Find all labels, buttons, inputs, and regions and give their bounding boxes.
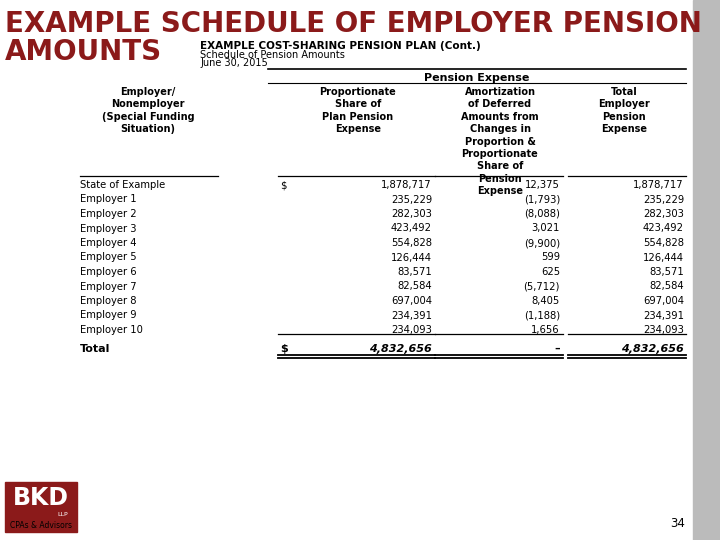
Text: 697,004: 697,004 xyxy=(643,296,684,306)
Text: 1,656: 1,656 xyxy=(531,325,560,335)
Text: June 30, 2015: June 30, 2015 xyxy=(200,58,268,68)
Text: 625: 625 xyxy=(541,267,560,277)
Text: 235,229: 235,229 xyxy=(391,194,432,205)
Text: Employer 2: Employer 2 xyxy=(80,209,137,219)
Text: 234,391: 234,391 xyxy=(391,310,432,321)
Text: 3,021: 3,021 xyxy=(531,224,560,233)
Text: 82,584: 82,584 xyxy=(397,281,432,292)
Text: 282,303: 282,303 xyxy=(391,209,432,219)
Text: BKD: BKD xyxy=(13,486,69,510)
Text: (5,712): (5,712) xyxy=(523,281,560,292)
Text: 82,584: 82,584 xyxy=(649,281,684,292)
Text: $: $ xyxy=(280,344,288,354)
Text: 554,828: 554,828 xyxy=(391,238,432,248)
Text: 554,828: 554,828 xyxy=(643,238,684,248)
Text: 12,375: 12,375 xyxy=(525,180,560,190)
Text: Employer 6: Employer 6 xyxy=(80,267,137,277)
Text: 83,571: 83,571 xyxy=(649,267,684,277)
Text: Employer 10: Employer 10 xyxy=(80,325,143,335)
Text: 599: 599 xyxy=(541,253,560,262)
Text: 126,444: 126,444 xyxy=(643,253,684,262)
Text: Total
Employer
Pension
Expense: Total Employer Pension Expense xyxy=(598,87,650,134)
Text: –: – xyxy=(554,344,560,354)
Text: 34: 34 xyxy=(670,517,685,530)
Text: 234,391: 234,391 xyxy=(643,310,684,321)
Text: LLP: LLP xyxy=(58,512,68,517)
Text: 1,878,717: 1,878,717 xyxy=(382,180,432,190)
Text: EXAMPLE SCHEDULE OF EMPLOYER PENSION: EXAMPLE SCHEDULE OF EMPLOYER PENSION xyxy=(5,10,702,38)
Text: Schedule of Pension Amounts: Schedule of Pension Amounts xyxy=(200,50,345,60)
Text: 423,492: 423,492 xyxy=(391,224,432,233)
Text: (1,188): (1,188) xyxy=(524,310,560,321)
Text: 234,093: 234,093 xyxy=(643,325,684,335)
Text: 1,878,717: 1,878,717 xyxy=(634,180,684,190)
Text: 126,444: 126,444 xyxy=(391,253,432,262)
Text: 8,405: 8,405 xyxy=(532,296,560,306)
Text: (9,900): (9,900) xyxy=(524,238,560,248)
Text: 697,004: 697,004 xyxy=(391,296,432,306)
Text: Proportionate
Share of
Plan Pension
Expense: Proportionate Share of Plan Pension Expe… xyxy=(320,87,397,134)
Text: 235,229: 235,229 xyxy=(643,194,684,205)
Text: Pension Expense: Pension Expense xyxy=(424,73,530,83)
Text: Total: Total xyxy=(80,344,110,354)
Text: 234,093: 234,093 xyxy=(391,325,432,335)
Text: 4,832,656: 4,832,656 xyxy=(369,344,432,354)
Text: Employer 9: Employer 9 xyxy=(80,310,137,321)
Text: CPAs & Advisors: CPAs & Advisors xyxy=(10,522,72,530)
Text: Employer 3: Employer 3 xyxy=(80,224,137,233)
Text: $: $ xyxy=(280,180,287,190)
Text: Amortization
of Deferred
Amounts from
Changes in
Proportion &
Proportionate
Shar: Amortization of Deferred Amounts from Ch… xyxy=(462,87,539,196)
Text: Employer 8: Employer 8 xyxy=(80,296,137,306)
Text: Employer 4: Employer 4 xyxy=(80,238,137,248)
Text: 423,492: 423,492 xyxy=(643,224,684,233)
Text: Employer/
Nonemployer
(Special Funding
Situation): Employer/ Nonemployer (Special Funding S… xyxy=(102,87,194,134)
Text: Employer 5: Employer 5 xyxy=(80,253,137,262)
Text: (8,088): (8,088) xyxy=(524,209,560,219)
Text: Employer 1: Employer 1 xyxy=(80,194,137,205)
Text: EXAMPLE COST-SHARING PENSION PLAN (Cont.): EXAMPLE COST-SHARING PENSION PLAN (Cont.… xyxy=(200,41,481,51)
Text: 83,571: 83,571 xyxy=(397,267,432,277)
Text: 282,303: 282,303 xyxy=(643,209,684,219)
Text: State of Example: State of Example xyxy=(80,180,166,190)
Text: 4,832,656: 4,832,656 xyxy=(621,344,684,354)
Text: Employer 7: Employer 7 xyxy=(80,281,137,292)
Text: (1,793): (1,793) xyxy=(523,194,560,205)
Bar xyxy=(5,482,77,532)
Text: AMOUNTS: AMOUNTS xyxy=(5,38,162,66)
Bar xyxy=(693,0,720,540)
